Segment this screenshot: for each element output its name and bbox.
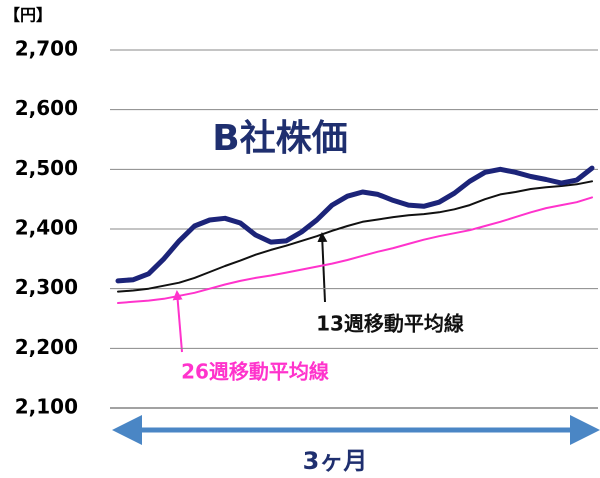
- y-tick-label: 2,600: [15, 96, 78, 120]
- annotation-arrow: [317, 232, 328, 303]
- line-series: [117, 196, 593, 304]
- series-label: 13週移動平均線: [316, 312, 464, 336]
- y-unit: 【円】: [4, 6, 52, 25]
- annotation-arrow: [172, 290, 183, 353]
- x-label: 3ヶ月: [303, 447, 368, 475]
- y-tick-label: 2,300: [15, 275, 78, 299]
- chart-title: B社株価: [212, 118, 347, 159]
- y-tick-label: 2,500: [15, 156, 78, 180]
- line-series: [115, 165, 595, 284]
- y-tick-label: 2,400: [15, 216, 78, 240]
- y-tick-label: 2,200: [15, 335, 78, 359]
- y-tick-label: 2,100: [15, 395, 78, 419]
- line-series: [117, 180, 593, 293]
- series-label: 26週移動平均線: [181, 360, 329, 384]
- y-tick-label: 2,700: [15, 37, 78, 61]
